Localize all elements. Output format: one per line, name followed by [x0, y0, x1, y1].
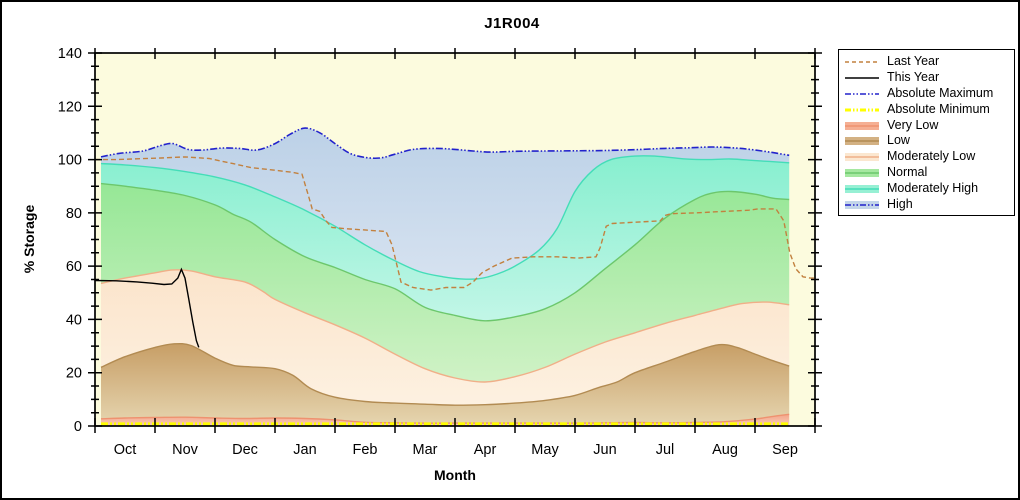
chart-title: J1R004	[484, 15, 540, 32]
y-tick-label: 40	[66, 312, 82, 328]
legend-swatch-absolute-maximum	[845, 87, 879, 99]
legend-swatch-last-year	[845, 55, 879, 67]
line-last-year	[95, 156, 815, 291]
legend-item-absolute-minimum: Absolute Minimum	[839, 101, 1014, 116]
band-high	[101, 128, 790, 280]
x-tick-label: Feb	[353, 442, 378, 458]
legend-item-last-year: Last Year	[839, 53, 1014, 68]
x-tick-label: Mar	[413, 442, 438, 458]
legend-swatch-moderately-high	[845, 182, 879, 194]
legend: Last Year This Year Absolute Maximum Absolu…	[838, 49, 1015, 216]
x-axis-title: Month	[434, 467, 476, 483]
x-tick-label: Jul	[656, 442, 675, 458]
band-moderately-low	[101, 269, 790, 406]
axis-ticks	[88, 48, 822, 433]
x-tick-label: Oct	[114, 442, 137, 458]
legend-label: High	[887, 196, 913, 211]
y-tick-label: 20	[66, 366, 82, 382]
legend-swatch-this-year	[845, 71, 879, 83]
legend-item-moderately-low: Moderately Low	[839, 149, 1014, 164]
legend-label: Absolute Minimum	[887, 101, 990, 116]
y-tick-label: 60	[66, 259, 82, 275]
legend-item-normal: Normal	[839, 165, 1014, 180]
legend-label: This Year	[887, 69, 940, 84]
legend-label: Last Year	[887, 53, 940, 68]
legend-swatch-low	[845, 134, 879, 146]
legend-label: Low	[887, 133, 910, 148]
x-tick-label: Sep	[772, 442, 798, 458]
legend-label: Normal	[887, 165, 928, 180]
x-tick-label: Dec	[232, 442, 258, 458]
x-tick-label: Apr	[474, 442, 497, 458]
band-edge-low	[100, 342, 790, 406]
legend-label: Absolute Maximum	[887, 85, 994, 100]
y-tick-label: 140	[58, 46, 82, 62]
band-moderately-high	[101, 155, 790, 321]
x-tick-label: May	[531, 442, 559, 458]
legend-item-absolute-maximum: Absolute Maximum	[839, 85, 1014, 100]
y-tick-label: 100	[58, 153, 82, 169]
x-tick-label: Aug	[712, 442, 738, 458]
y-tick-label: 80	[66, 206, 82, 222]
y-axis-title: % Storage	[21, 204, 37, 274]
legend-swatch-moderately-low	[845, 150, 879, 162]
x-tick-label: Jan	[293, 442, 316, 458]
legend-item-high: High	[839, 196, 1014, 211]
x-tick-label: Nov	[172, 442, 199, 458]
line-this-year	[94, 267, 200, 348]
legend-swatch-high	[845, 198, 879, 210]
legend-label: Very Low	[887, 117, 939, 132]
band-normal	[101, 183, 790, 383]
y-tick-label: 0	[74, 419, 82, 435]
y-tick-label: 120	[58, 99, 82, 115]
x-tick-label: Jun	[593, 442, 616, 458]
band-edge-moderately-high	[100, 155, 790, 280]
legend-swatch-very-low	[845, 119, 879, 131]
band-edge-moderately-low	[100, 269, 790, 383]
legend-label: Moderately High	[887, 181, 979, 196]
legend-item-moderately-high: Moderately High	[839, 181, 1014, 196]
band-low	[101, 343, 790, 424]
band-edge-normal	[100, 182, 790, 322]
legend-label: Moderately Low	[887, 149, 976, 164]
legend-swatch-absolute-minimum	[845, 103, 879, 115]
legend-item-this-year: This Year	[839, 69, 1014, 84]
legend-swatch-normal	[845, 166, 879, 178]
legend-item-very-low: Very Low	[839, 117, 1014, 132]
legend-item-low: Low	[839, 133, 1014, 148]
